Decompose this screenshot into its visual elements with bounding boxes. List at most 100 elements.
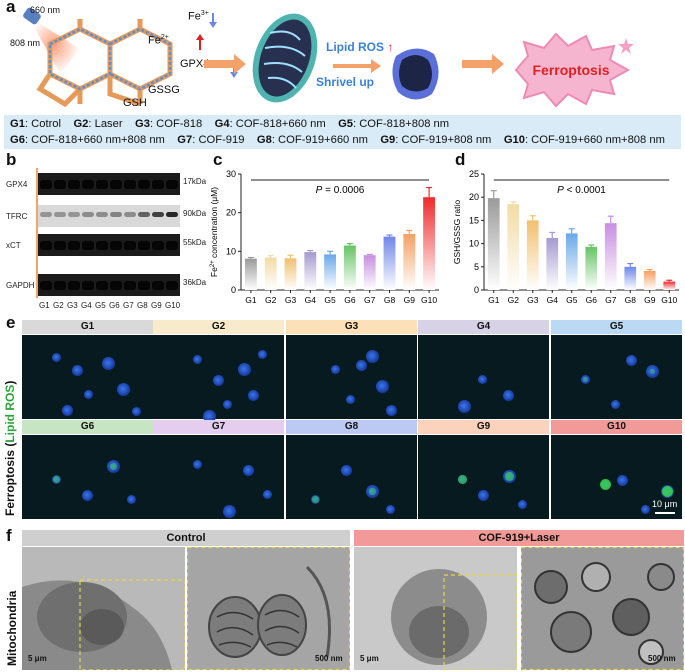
fluorescence-image-g5: [551, 335, 682, 419]
kda-label: 55kDa: [183, 238, 207, 247]
y-tick-label: 15: [469, 215, 479, 225]
y-tick-label: 20: [226, 208, 236, 218]
cell-nucleus: [263, 490, 272, 499]
arrow-icon: [333, 59, 381, 73]
lipid-ros-signal: [599, 478, 612, 491]
blot-band: [54, 241, 66, 250]
gsh-gssg-ratio-chart: 0 5 10 15 20 25 G1 G2 G3 G4 G5 G6 G7 G8 G9 G10 P < 0.000…: [452, 169, 679, 305]
y-tick-label: 20: [469, 192, 479, 202]
bar-g1: [244, 258, 257, 290]
cell-nucleus: [478, 375, 487, 384]
bar-g7: [604, 223, 617, 290]
lipid-ros-signal: [369, 488, 376, 495]
x-tick-label: G7: [364, 295, 376, 305]
fluorescence-image-g8: [286, 435, 417, 519]
cell-nucleus: [117, 383, 130, 396]
x-tick-label: G8: [384, 295, 396, 305]
bar-g2: [507, 204, 520, 290]
kda-label: 17kDa: [183, 177, 207, 186]
y-tick-label: 10: [469, 239, 479, 249]
blot-band: [124, 212, 136, 217]
blot-band: [152, 241, 164, 250]
label-808nm: 808 nm: [10, 38, 41, 48]
cell-nucleus: [311, 495, 320, 504]
scalebar-label: 5 μm: [28, 654, 47, 663]
blot-band: [166, 212, 178, 217]
kda-label: 90kDa: [183, 209, 207, 218]
blot-band: [96, 241, 108, 250]
lane-label: G1: [39, 301, 50, 310]
cell-nucleus: [356, 360, 367, 371]
y-tick-label: 30: [226, 169, 236, 179]
lane-label: G4: [81, 301, 92, 310]
x-tick-label: G2: [508, 295, 520, 305]
blot-band: [40, 212, 52, 217]
cell-nucleus: [581, 375, 590, 384]
blot-band: [166, 241, 178, 250]
x-tick-label: G4: [547, 295, 559, 305]
p-value-label: P < 0.0001: [557, 185, 606, 196]
x-tick-label: G7: [605, 295, 617, 305]
cell-nucleus: [203, 410, 216, 423]
mitochondrion-illustration: [252, 13, 318, 103]
group-header-g10: G10: [551, 420, 682, 434]
panel-label-e: e: [6, 313, 16, 332]
blot-row-xct: [37, 234, 180, 256]
panel-label-c: c: [213, 150, 223, 169]
protein-label: GAPDH: [6, 281, 35, 290]
panel-label-a: a: [6, 0, 16, 16]
panel-label-d: d: [455, 150, 466, 169]
lane-label: G10: [165, 301, 181, 310]
cell-nucleus: [132, 407, 141, 416]
em-control-high: [187, 547, 350, 670]
scalebar: [655, 512, 675, 514]
blot-row-gpx4: [37, 173, 180, 195]
cell-nucleus: [331, 365, 340, 374]
scalebar-label: 500 nm: [315, 654, 343, 663]
group-header-g2: G2: [153, 320, 284, 334]
cell-nucleus: [376, 380, 389, 393]
blot-divider: [36, 168, 38, 298]
label-fe2: Fe2+: [148, 34, 169, 47]
y-tick-label: 10: [226, 246, 236, 256]
group-header-g3: G3: [286, 320, 417, 334]
cell-nucleus: [366, 485, 379, 498]
blot-band: [82, 281, 94, 290]
legend-row-2: G6: COF-818+660 nm+808 nm G7: COF-919 G8…: [10, 134, 665, 146]
blot-band: [68, 281, 80, 290]
group-header-g1: G1: [22, 320, 153, 334]
blot-band: [110, 212, 122, 217]
lipid-ros-signal: [661, 485, 674, 498]
fluorescence-image-g7: [153, 435, 284, 519]
blot-band: [82, 212, 94, 217]
treated-header: COF-919+Laser: [354, 530, 684, 546]
y-axis-label: Fe2+ concentration (μM): [209, 187, 219, 277]
scalebar-label: 500 nm: [648, 654, 676, 663]
y-tick-label: 5: [474, 262, 479, 272]
label-660nm: 660 nm: [30, 5, 61, 15]
cell-nucleus: [258, 350, 267, 359]
cell-nucleus: [518, 500, 527, 509]
blot-band: [138, 180, 150, 189]
blot-band: [68, 212, 80, 217]
cell-nucleus: [223, 505, 236, 518]
p-value-label: P = 0.0006: [316, 185, 365, 196]
ferroptosis-burst-illustration: [514, 32, 634, 108]
group-header-g4: G4: [418, 320, 549, 334]
blot-band: [54, 212, 66, 217]
x-tick-label: G3: [285, 295, 297, 305]
arrow-icon: [462, 54, 504, 74]
label-gsh: GSH: [123, 97, 147, 109]
bar-g3: [526, 220, 539, 290]
x-tick-label: G6: [344, 295, 356, 305]
legend-row-1: G1: Cotrol G2: Laser G3: COF-818 G4: COF…: [10, 118, 450, 130]
bar-g5: [565, 233, 578, 290]
blot-band: [82, 241, 94, 250]
group-header-g7: G7: [153, 420, 284, 434]
blot-band: [152, 212, 164, 217]
cell-nucleus: [646, 365, 659, 378]
cell-nucleus: [617, 475, 628, 486]
x-tick-label: G5: [324, 295, 336, 305]
lipid-ros-signal: [53, 476, 60, 483]
shriveled-mitochondrion-illustration: [392, 48, 439, 100]
